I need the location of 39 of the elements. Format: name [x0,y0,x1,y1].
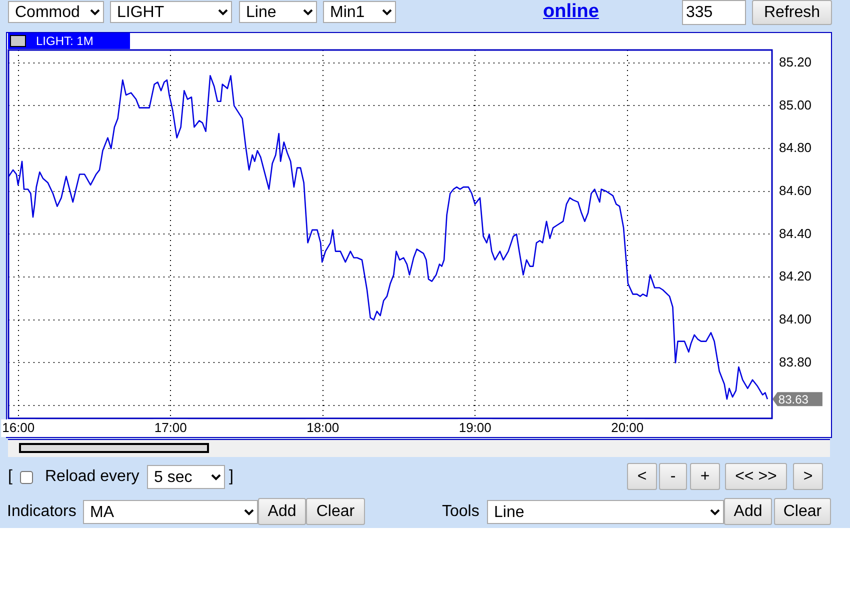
text: Line [239,1,317,23]
text: online [542,0,600,24]
text: LIGHT [110,1,232,23]
text: 335 [682,0,746,25]
y-tick-label: 83.80 [779,354,812,370]
text: Add [258,498,306,525]
text: + [690,463,720,490]
x-tick-label: 16:00 [2,420,35,435]
chart-title: LIGHT: 1M [36,33,94,49]
x-tick-label: 20:00 [611,420,644,435]
text: > [793,463,823,490]
text: << >> [725,463,787,490]
text: Min1 [323,1,396,23]
text: Commod [8,1,104,23]
x-tick-label: 19:00 [458,420,492,435]
text: Tools [442,502,480,522]
annotation: 83.63 [778,392,809,406]
text: Refresh [752,0,832,25]
text: < [627,463,657,490]
y-tick-label: 85.20 [779,54,812,70]
text: [ [8,467,14,487]
y-tick-label: 84.60 [779,182,812,198]
x-tick-label: 18:00 [306,420,340,435]
text: Clear [774,498,831,525]
text: - [659,463,687,490]
y-tick-label: 84.00 [779,311,812,326]
text: Add [724,498,772,525]
text: ] [229,467,234,487]
y-tick-label: 84.80 [779,140,812,156]
text: Clear [306,498,365,525]
text: Indicators [7,502,78,522]
text: Reload every [45,468,140,486]
y-tick-label: 84.40 [779,226,812,241]
y-tick-label: 85.00 [779,97,812,112]
x-tick-label: 17:00 [154,420,187,435]
text: MA [83,500,258,524]
y-tick-label: 84.20 [779,268,812,284]
text: Line [487,500,724,524]
text: 5 sec [147,465,225,489]
